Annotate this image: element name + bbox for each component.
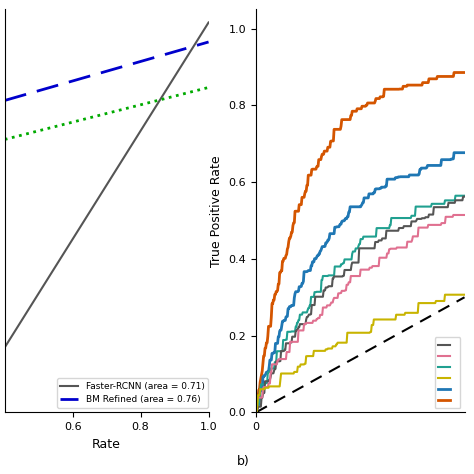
Legend: Faster-RCNN (area = 0.71), BM Refined (area = 0.76): Faster-RCNN (area = 0.71), BM Refined (a… xyxy=(57,378,208,408)
Legend: , , , , , : , , , , , xyxy=(435,337,460,408)
Text: b): b) xyxy=(237,455,250,467)
Y-axis label: True Positive Rate: True Positive Rate xyxy=(210,155,223,267)
X-axis label: Rate: Rate xyxy=(92,438,121,451)
